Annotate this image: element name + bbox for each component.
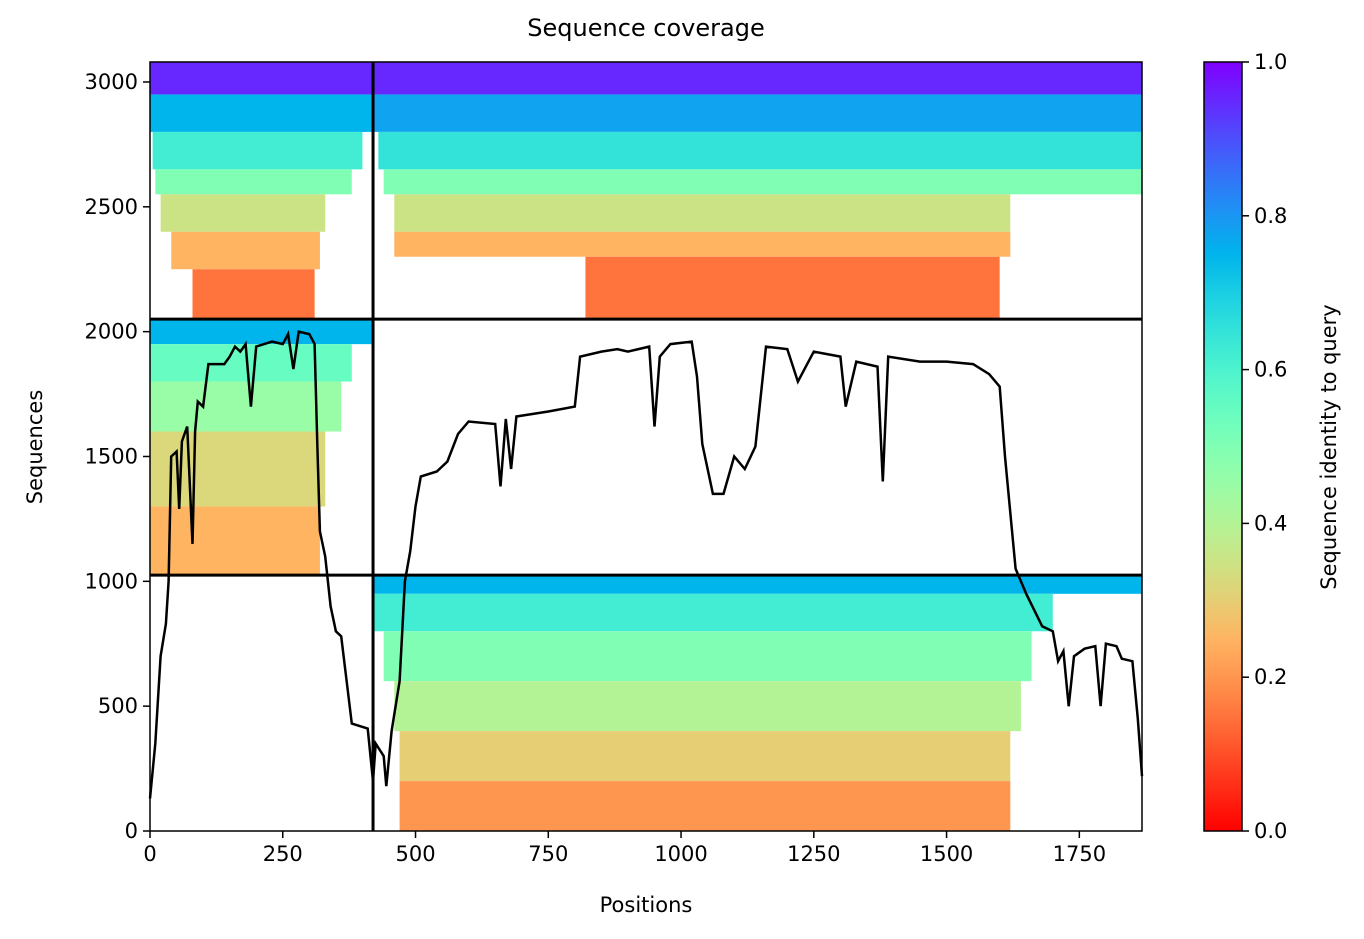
colorbar-label: Sequence identity to query [1317, 304, 1341, 589]
y-tick-label: 2500 [85, 195, 138, 219]
alignment-block [150, 62, 374, 95]
y-tick-label: 2000 [85, 320, 138, 344]
heatmap [150, 62, 1142, 831]
alignment-block [585, 256, 1000, 320]
alignment-block [150, 94, 374, 132]
alignment-block [383, 631, 1032, 682]
chart-title: Sequence coverage [527, 14, 764, 42]
colorbar-tick-label: 0.4 [1254, 511, 1287, 535]
colorbar-tick-label: 1.0 [1254, 50, 1287, 74]
y-tick-label: 1000 [85, 569, 138, 593]
colorbar-tick-label: 0.0 [1254, 819, 1287, 843]
alignment-block [192, 269, 315, 320]
x-tick-label: 1000 [654, 842, 707, 866]
alignment-block [373, 593, 1053, 632]
alignment-block [152, 131, 363, 170]
x-tick-label: 1250 [787, 842, 840, 866]
alignment-block [373, 62, 1142, 95]
y-tick-label: 3000 [85, 70, 138, 94]
colorbar-tick-label: 0.8 [1254, 204, 1287, 228]
alignment-block [160, 194, 326, 232]
colorbar-tick-label: 0.2 [1254, 665, 1287, 689]
plot-frame [149, 61, 1143, 832]
colorbar-tick-label: 0.6 [1254, 358, 1287, 382]
alignment-block [399, 781, 1011, 831]
x-tick-label: 500 [395, 842, 435, 866]
coverage-line [148, 330, 1144, 799]
x-tick-label: 250 [263, 842, 303, 866]
alignment-block [150, 344, 352, 382]
alignment-block [399, 731, 1011, 782]
alignment-block [394, 194, 1011, 232]
alignment-block [383, 169, 1142, 195]
y-tick-label: 0 [125, 819, 138, 843]
alignment-block [394, 681, 1021, 732]
alignment-block [171, 231, 320, 270]
alignment-block [150, 381, 342, 432]
x-tick-label: 1750 [1053, 842, 1106, 866]
alignment-block [150, 506, 320, 576]
alignment-block [155, 169, 352, 195]
y-tick-label: 500 [98, 694, 138, 718]
x-tick-label: 750 [528, 842, 568, 866]
x-tick-label: 1500 [920, 842, 973, 866]
x-axis-label: Positions [600, 893, 693, 917]
x-tick-label: 0 [143, 842, 156, 866]
colorbar [1203, 61, 1243, 832]
overlay: 0 250 500 750 1000 1250 1500 1750 0 500 1000 1500 20… [85, 50, 1288, 866]
alignment-block [150, 319, 374, 345]
alignment-block [378, 131, 1142, 170]
y-tick-label: 1500 [85, 444, 138, 468]
alignment-block [394, 231, 1011, 257]
alignment-block [373, 94, 1142, 132]
alignment-block [373, 575, 1142, 594]
y-axis-label: Sequences [23, 390, 47, 505]
